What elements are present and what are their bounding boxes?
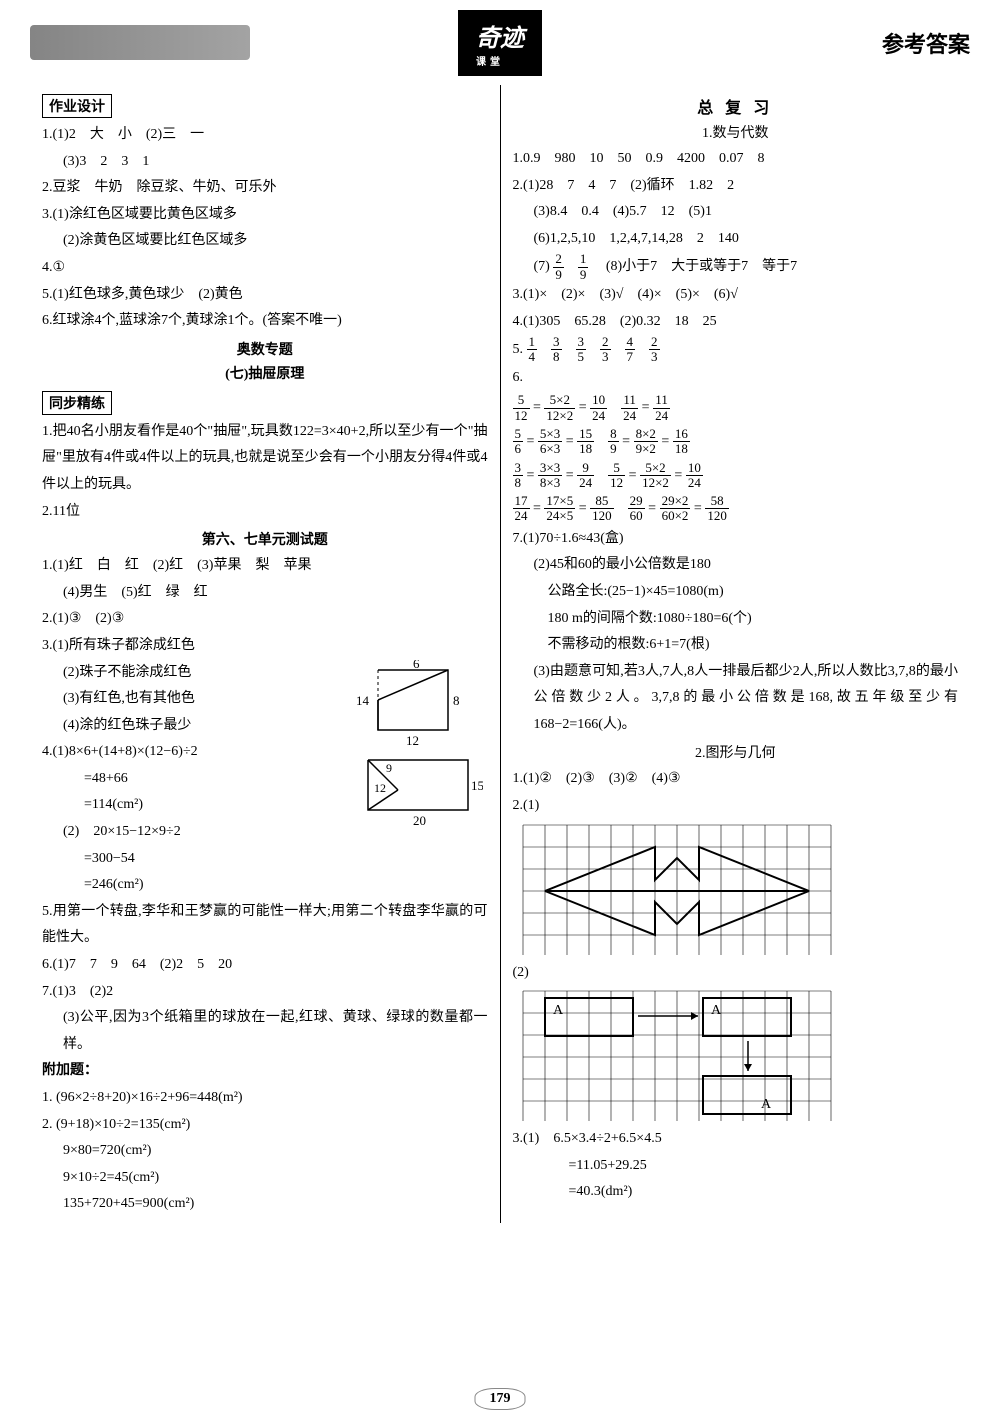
equation-block: 512 = 5×212×2 = 1024 1124 = 112456 = 5×3… — [513, 391, 959, 525]
svg-text:8: 8 — [453, 693, 460, 708]
text: =300−54 — [42, 846, 348, 873]
text: (2)珠子不能涂成红色 — [42, 660, 348, 687]
grid-figure-2: A A A — [513, 986, 853, 1121]
text: =11.05+29.25 — [513, 1153, 959, 1180]
page: 奇迹课堂 参考答案 作业设计 1.(1)2 大 小 (2)三 一 (3)3 2 … — [0, 0, 1000, 1425]
text: (3)有红色,也有其他色 — [42, 686, 348, 713]
review-sub2: 2.图形与几何 — [513, 742, 959, 762]
frac-line: (7) 29 19 (8)小于7 大于或等于7 等于7 — [513, 252, 959, 282]
text: (3)由题意可知,若3人,7人,8人一排最后都少2人,所以人数比3,7,8的最小… — [513, 659, 959, 739]
text: 3.(1)所有珠子都涂成红色 — [42, 633, 488, 660]
text: 7.(1)3 (2)2 — [42, 979, 488, 1006]
text: 2.(1) — [513, 793, 959, 820]
section-subtitle: (七)抽屉原理 — [42, 363, 488, 383]
text: 1.(1)2 大 小 (2)三 一 — [42, 122, 488, 149]
text: 6.(1)7 7 9 64 (2)2 5 20 — [42, 952, 488, 979]
text: (3)公平,因为3个纸箱里的球放在一起,红球、黄球、绿球的数量都一样。 — [42, 1005, 488, 1058]
text: 2.豆浆 牛奶 除豆浆、牛奶、可乐外 — [42, 175, 488, 202]
text: (4)男生 (5)红 绿 红 — [42, 580, 488, 607]
svg-text:6: 6 — [413, 660, 420, 671]
text: (3)8.4 0.4 (4)5.7 12 (5)1 — [513, 199, 959, 226]
frac-line: 5. 14 38 35 23 47 23 — [513, 335, 959, 365]
svg-text:A: A — [553, 1003, 564, 1018]
text: 5.(1)红色球多,黄色球少 (2)黄色 — [42, 282, 488, 309]
section-box: 作业设计 — [42, 94, 112, 118]
text: 5. — [513, 342, 524, 357]
decor-left — [30, 25, 250, 60]
column-right: 总 复 习 1.数与代数 1.0.9 980 10 50 0.9 4200 0.… — [501, 85, 971, 1223]
header-title: 参考答案 — [882, 27, 970, 59]
columns: 作业设计 1.(1)2 大 小 (2)三 一 (3)3 2 3 1 2.豆浆 牛… — [30, 85, 970, 1223]
text: 3.(1)× (2)× (3)√ (4)× (5)× (6)√ — [513, 282, 959, 309]
text: =48+66 — [42, 766, 348, 793]
section-box: 同步精练 — [42, 391, 112, 415]
text: 1.0.9 980 10 50 0.9 4200 0.07 8 — [513, 146, 959, 173]
figure-group: 6 14 8 12 9 12 15 20 — [348, 660, 488, 830]
trapezoid-figure-2: 9 12 15 20 — [348, 750, 483, 830]
svg-text:20: 20 — [413, 813, 426, 828]
text: =246(cm²) — [42, 872, 348, 899]
text: 2.(1)③ (2)③ — [42, 606, 488, 633]
text: 1. (96×2÷8+20)×16÷2+96=448(m²) — [42, 1085, 488, 1112]
column-left: 作业设计 1.(1)2 大 小 (2)三 一 (3)3 2 3 1 2.豆浆 牛… — [30, 85, 501, 1223]
text: 9×10÷2=45(cm²) — [42, 1165, 488, 1192]
text: 135+720+45=900(cm²) — [42, 1191, 488, 1218]
bonus-title: 附加题： — [42, 1058, 488, 1085]
text: =40.3(dm²) — [513, 1179, 959, 1206]
logo-text: 奇迹 — [476, 26, 524, 52]
logo-subtext: 课堂 — [476, 53, 524, 68]
text: (8)小于7 大于或等于7 等于7 — [592, 259, 797, 274]
text: 不需移动的根数:6+1=7(根) — [513, 632, 959, 659]
text: 4.(1)305 65.28 (2)0.32 18 25 — [513, 309, 959, 336]
text: 1.把40名小朋友看作是40个"抽屉",玩具数122=3×40+2,所以至少有一… — [42, 419, 488, 499]
svg-text:12: 12 — [374, 781, 386, 795]
text: (2)45和60的最小公倍数是180 — [513, 552, 959, 579]
text: 4.① — [42, 255, 488, 282]
text: (7) — [534, 259, 550, 274]
trapezoid-figure-1: 6 14 8 12 — [348, 660, 483, 750]
review-sub: 1.数与代数 — [513, 122, 959, 142]
text: 公路全长:(25−1)×45=1080(m) — [513, 579, 959, 606]
text: =114(cm²) — [42, 792, 348, 819]
section-title: 第六、七单元测试题 — [42, 529, 488, 549]
svg-text:A: A — [711, 1003, 722, 1018]
svg-text:A: A — [761, 1097, 772, 1112]
page-number: 179 — [475, 1388, 526, 1410]
text: 2. (9+18)×10÷2=135(cm²) — [42, 1112, 488, 1139]
text: 6.红球涂4个,蓝球涂7个,黄球涂1个。(答案不唯一) — [42, 308, 488, 335]
frac-line-6: 6. 512 = 5×212×2 = 1024 1124 = 112456 = … — [513, 365, 959, 526]
fraction-group: 14 38 35 23 47 23 — [527, 342, 660, 357]
svg-text:15: 15 — [471, 778, 483, 793]
text: 3.(1) 6.5×3.4÷2+6.5×4.5 — [513, 1126, 959, 1153]
text: 2.(1)28 7 4 7 (2)循环 1.82 2 — [513, 173, 959, 200]
text: (2) 20×15−12×9÷2 — [42, 819, 348, 846]
text: 4.(1)8×6+(14+8)×(12−6)÷2 — [42, 739, 348, 766]
svg-text:14: 14 — [356, 693, 370, 708]
text: (3)3 2 3 1 — [42, 149, 488, 176]
text: 1.(1)红 白 红 (2)红 (3)苹果 梨 苹果 — [42, 553, 488, 580]
text: 6. — [513, 370, 524, 385]
text: 1.(1)② (2)③ (3)② (4)③ — [513, 766, 959, 793]
text: (2) — [513, 960, 959, 987]
logo-badge: 奇迹课堂 — [458, 10, 542, 76]
text: (6)1,2,5,10 1,2,4,7,14,28 2 140 — [513, 226, 959, 253]
text: 9×80=720(cm²) — [42, 1138, 488, 1165]
text: (2)涂黄色区域要比红色区域多 — [42, 228, 488, 255]
text: 3.(1)涂红色区域要比黄色区域多 — [42, 202, 488, 229]
text: (4)涂的红色珠子最少 — [42, 713, 348, 740]
text: 2.11位 — [42, 499, 488, 526]
grid-figure-1 — [513, 820, 853, 955]
fraction-group: 29 19 — [553, 259, 588, 274]
text: 7.(1)70÷1.6≈43(盒) — [513, 526, 959, 553]
svg-text:9: 9 — [386, 761, 392, 775]
review-title: 总 复 习 — [513, 94, 959, 118]
page-header: 奇迹课堂 参考答案 — [30, 0, 970, 85]
text: 5.用第一个转盘,李华和王梦赢的可能性一样大;用第二个转盘李华赢的可能性大。 — [42, 899, 488, 952]
text: 180 m的间隔个数:1080÷180=6(个) — [513, 606, 959, 633]
svg-text:12: 12 — [406, 733, 419, 748]
section-title: 奥数专题 — [42, 339, 488, 359]
